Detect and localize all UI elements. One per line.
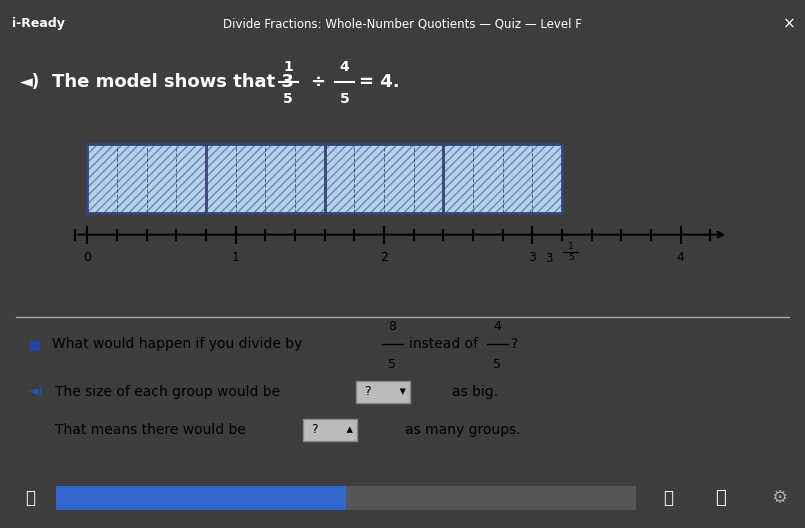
Text: The model shows that 3: The model shows that 3 [52, 73, 294, 91]
Text: ?       ▴: ? ▴ [308, 423, 353, 436]
Bar [206, 145, 324, 213]
Text: 2: 2 [380, 251, 388, 264]
Text: ◄): ◄) [29, 385, 43, 398]
Text: as many groups.: as many groups. [405, 423, 521, 437]
Bar [87, 145, 562, 213]
Text: i-Ready: i-Ready [12, 17, 65, 30]
Text: 5: 5 [283, 92, 293, 106]
Text: 4: 4 [677, 251, 684, 264]
Text: 1: 1 [232, 251, 240, 264]
Bar [206, 145, 324, 213]
Bar [56, 486, 636, 510]
Bar [444, 145, 562, 213]
Text: 3: 3 [545, 252, 552, 265]
Text: ⏮: ⏮ [26, 488, 35, 506]
Text: 5: 5 [340, 92, 349, 106]
Text: 0: 0 [83, 251, 91, 264]
Bar [56, 486, 346, 510]
Text: instead of: instead of [409, 337, 478, 351]
Text: What would happen if you divide by: What would happen if you divide by [52, 337, 303, 351]
Text: 1: 1 [568, 242, 574, 251]
Text: ⏭: ⏭ [663, 488, 673, 506]
Text: as big.: as big. [452, 385, 498, 399]
Text: Divide Fractions: Whole-Number Quotients — Quiz — Level F: Divide Fractions: Whole-Number Quotients… [223, 17, 582, 30]
Text: ?       ▾: ? ▾ [361, 385, 406, 398]
Text: 5: 5 [493, 359, 502, 371]
Text: 8: 8 [388, 320, 396, 333]
Text: ?: ? [511, 337, 518, 351]
Text: 4: 4 [493, 320, 502, 333]
Text: = 4.: = 4. [359, 73, 399, 91]
Text: ■: ■ [29, 338, 41, 351]
Text: 4: 4 [340, 60, 349, 74]
Text: 1: 1 [283, 60, 293, 74]
Bar [324, 145, 444, 213]
Bar [87, 145, 206, 213]
Text: ◄): ◄) [20, 73, 40, 91]
Bar [324, 145, 444, 213]
Text: ×: × [782, 16, 795, 31]
Bar [444, 145, 562, 213]
Text: ÷: ÷ [310, 73, 325, 91]
Text: 5: 5 [388, 359, 396, 371]
Text: 5: 5 [568, 253, 574, 262]
Text: The size of each group would be: The size of each group would be [55, 385, 280, 399]
Bar [87, 145, 206, 213]
Text: 3: 3 [528, 251, 536, 264]
Text: ⚙: ⚙ [771, 488, 787, 506]
Text: That means there would be: That means there would be [55, 423, 246, 437]
Text: ⏸: ⏸ [715, 488, 726, 506]
